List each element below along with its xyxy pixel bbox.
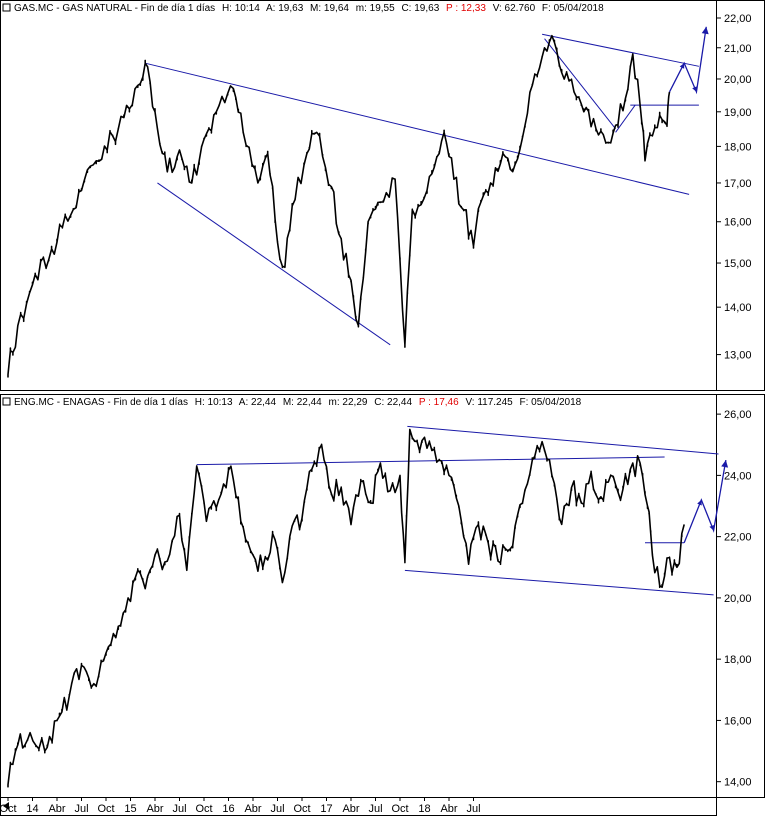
x-tick-label: 16 [222, 803, 234, 815]
top-trendlines [145, 33, 700, 346]
top-header-p: P : 12,33 [446, 3, 486, 14]
y-tick-label: 24,00 [724, 470, 752, 482]
bottom-projection [683, 459, 729, 544]
x-axis-scroll-left-icon[interactable] [3, 802, 9, 810]
top-header-m-upper: M: 19,64 [310, 3, 349, 14]
projection-arrowhead-icon [709, 524, 715, 531]
trendline [157, 182, 391, 346]
x-axis-labels: Oct 14 Abr Jul Oct 15 Abr Jul Oct 16 Abr Jul Oct 17 Ab… [0, 797, 481, 815]
trendline [407, 425, 719, 455]
bottom-header-m-lower: m: 22,29 [329, 397, 368, 408]
trendline [196, 456, 665, 466]
top-price-line [7, 34, 671, 378]
y-tick-label: 17,00 [724, 178, 752, 190]
bottom-y-ticks: 14,00 16,00 18,00 20,00 22,00 24,00 26,00 [716, 409, 752, 789]
x-tick-label: Abr [146, 803, 163, 815]
y-tick-label: 20,00 [724, 74, 752, 86]
projection-arrowhead-icon [692, 86, 697, 92]
y-tick-label: 16,00 [724, 217, 752, 229]
svg-text:ENG.MC - ENAGAS - Fin de día 1: ENG.MC - ENAGAS - Fin de día 1 días H: 1… [14, 397, 582, 408]
y-tick-label: 18,00 [724, 141, 752, 153]
x-tick-label: Jul [466, 803, 480, 815]
x-tick-label: Jul [368, 803, 382, 815]
x-tick-label: Oct [0, 803, 17, 815]
trendline [145, 62, 690, 195]
projection-arrowhead-icon [721, 460, 729, 468]
top-plot-frame [0, 0, 717, 391]
projection-arrowhead-icon [679, 63, 685, 69]
x-tick-label: Jul [74, 803, 88, 815]
bottom-trendlines [196, 425, 719, 596]
top-panel: GAS.MC - GAS NATURAL - Fin de día 1 días… [0, 0, 765, 391]
trendline [544, 38, 616, 130]
y-tick-label: 22,00 [724, 532, 752, 544]
top-header-h: H: 10:14 [222, 3, 260, 14]
y-tick-label: 26,00 [724, 409, 752, 421]
x-tick-label: Jul [172, 803, 186, 815]
trendline [541, 33, 700, 67]
x-tick-label: 14 [26, 803, 38, 815]
projection-path [683, 459, 727, 544]
bottom-header-h: H: 10:13 [195, 397, 233, 408]
trendline [404, 569, 714, 596]
x-tick-label: Oct [391, 803, 408, 815]
bottom-panel: ENG.MC - ENAGAS - Fin de día 1 días H: 1… [0, 394, 765, 798]
top-header-m-lower: m: 19,55 [356, 3, 395, 14]
bottom-header-checkbox[interactable] [2, 397, 11, 406]
x-tick-label: Abr [48, 803, 65, 815]
x-tick-label: Oct [195, 803, 212, 815]
y-tick-label: 15,00 [724, 258, 752, 270]
x-tick-label: Oct [97, 803, 114, 815]
top-header-c: C: 19,63 [401, 3, 439, 14]
bottom-header-p: P : 17,46 [419, 397, 459, 408]
x-tick-label: 15 [124, 803, 136, 815]
y-tick-label: 16,00 [724, 715, 752, 727]
x-tick-label: 18 [418, 803, 430, 815]
top-yaxis-frame [716, 0, 765, 391]
bottom-price-line [7, 428, 685, 788]
top-projection [668, 26, 709, 95]
bottom-header: ENG.MC - ENAGAS - Fin de día 1 días H: 1… [2, 397, 582, 408]
x-tick-label: Abr [342, 803, 359, 815]
top-header: GAS.MC - GAS NATURAL - Fin de día 1 días… [2, 3, 604, 14]
y-tick-label: 18,00 [724, 654, 752, 666]
bottom-header-f: F: 05/04/2018 [520, 397, 582, 408]
x-tick-label: 17 [320, 803, 332, 815]
bottom-header-m-upper: M: 22,44 [283, 397, 322, 408]
y-tick-label: 22,00 [724, 13, 752, 25]
svg-text:GAS.MC - GAS NATURAL - Fin de: GAS.MC - GAS NATURAL - Fin de día 1 días… [14, 3, 604, 14]
top-header-symbol: GAS.MC - GAS NATURAL - Fin de día 1 días [14, 3, 215, 14]
y-tick-label: 20,00 [724, 593, 752, 605]
y-tick-label: 21,00 [724, 43, 752, 55]
trendline [615, 104, 636, 133]
bottom-header-symbol: ENG.MC - ENAGAS - Fin de día 1 días [14, 397, 188, 408]
y-tick-label: 13,00 [724, 350, 752, 362]
y-tick-label: 19,00 [724, 107, 752, 119]
bottom-header-a: A: 22,44 [239, 397, 277, 408]
projection-arrowhead-icon [701, 26, 709, 35]
top-header-v: V: 62.760 [493, 3, 536, 14]
projection-path [668, 26, 707, 95]
top-header-f: F: 05/04/2018 [542, 3, 604, 14]
top-header-a: A: 19,63 [266, 3, 304, 14]
y-tick-label: 14,00 [724, 302, 752, 314]
x-tick-label: Oct [293, 803, 310, 815]
y-tick-label: 14,00 [724, 777, 752, 789]
top-y-ticks: 13,00 14,00 15,00 16,00 17,00 18,00 19,00 20,00… [716, 13, 752, 362]
projection-arrowhead-icon [697, 499, 702, 506]
x-tick-label: Jul [270, 803, 284, 815]
x-tick-label: Abr [440, 803, 457, 815]
x-tick-label: Abr [244, 803, 261, 815]
top-header-checkbox[interactable] [2, 3, 11, 12]
bottom-plot-frame [0, 394, 717, 798]
x-axis: Oct 14 Abr Jul Oct 15 Abr Jul Oct 16 Abr Jul Oct 17 Ab… [0, 797, 717, 816]
bottom-header-v: V: 117.245 [465, 397, 513, 408]
bottom-header-c: C: 22,44 [374, 397, 412, 408]
